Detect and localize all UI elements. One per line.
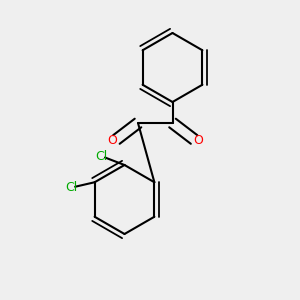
Text: Cl: Cl bbox=[65, 181, 78, 194]
Text: O: O bbox=[193, 134, 203, 148]
Text: O: O bbox=[108, 134, 117, 148]
Text: Cl: Cl bbox=[95, 149, 107, 163]
